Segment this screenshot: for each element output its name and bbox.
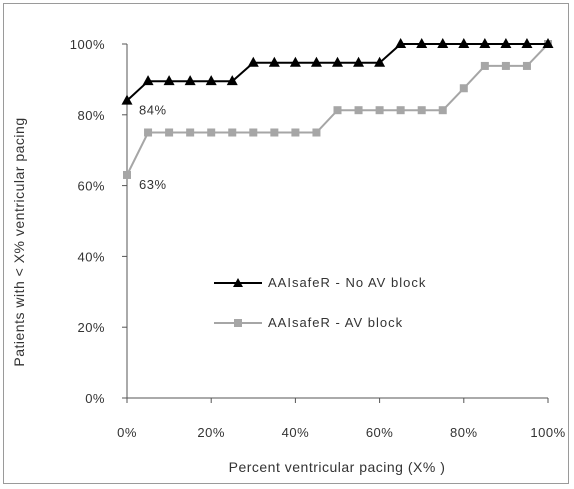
data-point-av-block	[228, 128, 237, 137]
data-point-av-block	[165, 128, 174, 137]
annotations: 84% 63%	[139, 103, 167, 192]
y-tick-label: 0%	[85, 391, 105, 406]
data-point-no-av-block	[479, 38, 491, 48]
data-point-no-av-block	[268, 56, 280, 67]
data-point-av-block	[375, 106, 384, 115]
data-point-av-block	[291, 128, 300, 137]
x-axis-ticks: 0% 20% 40% 60% 80% 100%	[117, 398, 565, 440]
data-point-no-av-block	[542, 38, 554, 48]
series-layer	[121, 38, 554, 179]
data-point-av-block	[207, 128, 216, 137]
legend-square-marker-icon	[234, 319, 242, 327]
annotation-label: 84%	[139, 103, 167, 118]
y-tick-label: 40%	[77, 249, 105, 264]
data-point-no-av-block	[500, 38, 512, 48]
data-point-av-block	[480, 61, 489, 70]
data-point-no-av-block	[289, 56, 301, 67]
data-point-no-av-block	[458, 38, 470, 48]
series-line-no-av-block	[126, 43, 548, 102]
x-tick-label: 80%	[450, 425, 478, 440]
data-point-no-av-block	[332, 56, 343, 67]
x-tick-label: 60%	[366, 425, 394, 440]
data-point-av-block	[438, 106, 447, 115]
data-point-no-av-block	[310, 56, 322, 67]
data-point-av-block	[333, 106, 342, 115]
legend: AAIsafeR - No AV block AAIsafeR - AV blo…	[214, 275, 426, 330]
data-point-no-av-block	[416, 38, 428, 48]
data-point-av-block	[270, 128, 279, 137]
legend-label-no-av-block: AAIsafeR - No AV block	[268, 275, 426, 290]
chart-frame	[3, 3, 569, 484]
x-tick-label: 0%	[117, 425, 137, 440]
data-point-no-av-block	[374, 56, 386, 67]
data-point-no-av-block	[247, 56, 259, 67]
data-point-av-block	[186, 128, 195, 137]
data-point-no-av-block	[205, 75, 217, 86]
data-point-no-av-block	[226, 75, 238, 86]
data-point-no-av-block	[437, 38, 449, 48]
legend-triangle-marker-icon	[233, 278, 243, 287]
data-point-av-block	[459, 84, 468, 93]
data-point-av-block	[522, 61, 531, 70]
data-point-av-block	[249, 128, 258, 137]
x-tick-label: 40%	[282, 425, 310, 440]
data-point-no-av-block	[163, 75, 175, 86]
data-point-av-block	[396, 106, 405, 115]
data-point-no-av-block	[395, 38, 407, 48]
data-point-av-block	[501, 61, 510, 70]
y-tick-label: 60%	[77, 179, 105, 194]
data-point-av-block	[417, 106, 426, 115]
y-tick-label: 100%	[70, 37, 105, 52]
data-point-av-block	[144, 128, 153, 137]
data-point-no-av-block	[353, 56, 365, 67]
data-point-no-av-block	[521, 38, 533, 48]
data-point-no-av-block	[121, 94, 133, 105]
data-point-av-block	[312, 128, 321, 137]
data-point-av-block	[123, 170, 131, 179]
annotation-label: 63%	[139, 177, 167, 192]
x-tick-label: 100%	[530, 425, 565, 440]
data-point-no-av-block	[142, 75, 154, 86]
data-point-no-av-block	[184, 75, 196, 86]
y-axis-label: Patients with < X% ventricular pacing	[11, 117, 27, 366]
y-tick-label: 80%	[77, 108, 105, 123]
y-tick-label: 20%	[77, 320, 105, 335]
data-point-av-block	[354, 106, 363, 115]
x-tick-label: 20%	[197, 425, 225, 440]
x-axis-label: Percent ventricular pacing (X% )	[229, 459, 446, 475]
legend-label-av-block: AAIsafeR - AV block	[268, 315, 403, 330]
y-axis-ticks: 0% 20% 40% 60% 80% 100%	[70, 37, 127, 406]
